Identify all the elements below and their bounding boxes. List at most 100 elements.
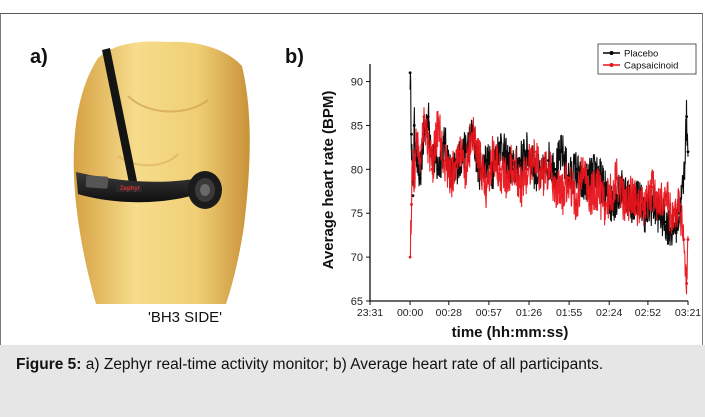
data-point-capsaicinoid <box>422 115 426 119</box>
data-point-placebo <box>436 167 440 171</box>
data-point-capsaicinoid <box>408 255 412 259</box>
data-point-capsaicinoid <box>686 238 690 241</box>
figure-caption: Figure 5: a) Zephyr real-time activity m… <box>0 345 705 417</box>
y-tick-label: 75 <box>351 208 363 220</box>
data-point-placebo <box>505 159 509 162</box>
data-point-placebo <box>443 141 447 145</box>
data-point-placebo <box>415 159 419 162</box>
data-point-placebo <box>426 115 430 119</box>
data-point-capsaicinoid <box>602 203 606 206</box>
data-point-placebo <box>464 150 467 154</box>
data-point-placebo <box>412 124 416 127</box>
x-tick-label: 00:00 <box>397 307 423 319</box>
data-point-placebo <box>560 150 564 154</box>
data-point-capsaicinoid <box>512 159 516 162</box>
data-point-capsaicinoid <box>540 176 543 180</box>
data-point-placebo <box>682 176 686 180</box>
y-axis-label: Average heart rate (BPM) <box>320 91 337 270</box>
svg-text:Zephyr: Zephyr <box>120 186 141 192</box>
data-point-capsaicinoid <box>418 159 422 162</box>
legend-marker <box>609 51 614 55</box>
data-point-capsaicinoid <box>526 167 530 171</box>
data-point-capsaicinoid <box>636 203 640 206</box>
data-point-placebo <box>574 167 578 171</box>
data-point-capsaicinoid <box>430 167 434 171</box>
legend-label: Capsaicinoid <box>624 61 678 72</box>
data-point-capsaicinoid <box>505 176 509 180</box>
data-point-capsaicinoid <box>657 203 661 206</box>
data-point-capsaicinoid <box>498 167 502 171</box>
data-point-placebo <box>685 115 689 119</box>
data-point-capsaicinoid <box>629 194 633 198</box>
y-tick-label: 65 <box>351 296 363 308</box>
data-point-capsaicinoid <box>616 176 619 180</box>
x-tick-label: 00:57 <box>476 307 502 319</box>
legend-marker <box>609 63 614 67</box>
figure-caption-label: Figure 5: <box>16 356 82 373</box>
data-point-capsaicinoid <box>581 167 585 171</box>
y-tick-label: 80 <box>351 164 363 176</box>
data-point-capsaicinoid <box>609 194 612 198</box>
device-caption: 'BH3 SIDE' <box>147 309 223 326</box>
data-point-placebo <box>408 71 412 75</box>
x-tick-label: 01:55 <box>556 307 582 319</box>
data-point-capsaicinoid <box>491 150 495 154</box>
data-point-capsaicinoid <box>553 185 557 189</box>
data-point-capsaicinoid <box>426 141 430 145</box>
data-point-capsaicinoid <box>685 282 689 285</box>
data-point-placebo <box>546 159 550 162</box>
y-tick-label: 85 <box>351 120 363 132</box>
data-point-capsaicinoid <box>650 185 654 189</box>
data-point-placebo <box>686 150 690 154</box>
data-point-placebo <box>526 150 530 154</box>
x-tick-label: 02:52 <box>635 307 661 319</box>
data-point-placebo <box>410 132 413 136</box>
data-point-capsaicinoid <box>415 132 419 136</box>
x-axis-label: time (hh:mm:ss) <box>452 324 569 340</box>
chest-band <box>76 172 218 203</box>
data-point-capsaicinoid <box>457 150 460 154</box>
data-point-capsaicinoid <box>574 203 578 206</box>
data-point-placebo <box>553 167 557 171</box>
data-point-placebo <box>519 159 523 162</box>
torso-shape <box>73 41 250 305</box>
data-point-capsaicinoid <box>519 185 523 189</box>
data-point-capsaicinoid <box>411 150 415 154</box>
data-point-capsaicinoid <box>682 238 686 241</box>
data-point-capsaicinoid <box>567 176 571 180</box>
data-point-capsaicinoid <box>560 194 564 198</box>
x-tick-label: 00:28 <box>436 307 462 319</box>
x-tick-label: 03:21 <box>675 307 701 319</box>
data-point-capsaicinoid <box>664 194 668 198</box>
panel-label-a: a) <box>30 46 48 68</box>
shoulder-strap <box>102 48 138 188</box>
data-point-capsaicinoid <box>470 132 474 136</box>
x-tick-label: 01:26 <box>516 307 542 319</box>
y-tick-label: 70 <box>351 252 363 264</box>
data-point-placebo <box>498 141 502 145</box>
data-point-capsaicinoid <box>643 211 647 215</box>
y-tick-label: 90 <box>351 77 363 89</box>
panel-label-b: b) <box>285 46 304 68</box>
data-point-capsaicinoid <box>443 159 447 162</box>
data-point-placebo <box>664 220 668 224</box>
data-point-capsaicinoid <box>412 176 416 180</box>
data-point-capsaicinoid <box>477 159 481 162</box>
series-line-capsaicinoid <box>409 107 689 295</box>
data-point-capsaicinoid <box>678 203 682 206</box>
data-point-capsaicinoid <box>595 185 599 189</box>
data-point-capsaicinoid <box>546 167 550 171</box>
data-point-placebo <box>581 185 585 189</box>
figure-caption-text: a) Zephyr real-time activity monitor; b)… <box>81 356 604 373</box>
data-point-capsaicinoid <box>533 150 536 154</box>
data-point-placebo <box>418 176 422 180</box>
data-point-capsaicinoid <box>436 124 440 127</box>
heart-rate-monitor-image: Zephyr <box>73 41 250 305</box>
x-tick-label: 23:31 <box>357 307 383 319</box>
figure-frame <box>0 13 703 415</box>
data-point-capsaicinoid <box>671 220 675 224</box>
data-point-placebo <box>484 159 488 162</box>
legend-box <box>597 43 697 75</box>
data-point-capsaicinoid <box>464 167 467 171</box>
data-point-capsaicinoid <box>588 194 592 198</box>
